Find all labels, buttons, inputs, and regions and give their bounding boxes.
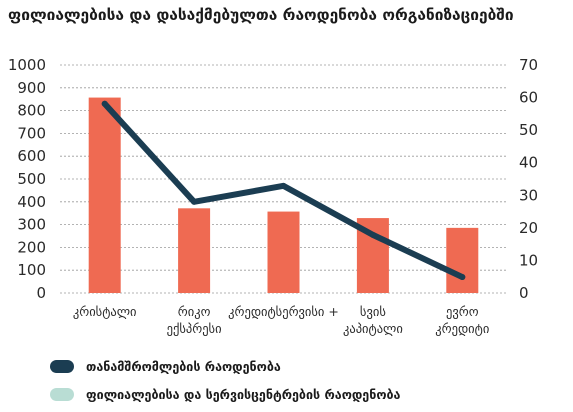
- line-point: [191, 198, 198, 205]
- line-point: [369, 231, 376, 238]
- chart-title: ფილიალებისა და დასაქმებულთა რაოდენობა ორ…: [8, 6, 514, 24]
- category-label: ევრო: [446, 304, 479, 319]
- right-axis-tick-label: 40: [519, 154, 538, 172]
- legend-item-employees: თანამშრომლების რაოდენობა: [50, 359, 281, 374]
- category-label: კაპიტალი: [343, 321, 403, 336]
- legend-swatch-employees: [50, 360, 74, 373]
- left-axis-tick-label: 700: [17, 124, 46, 142]
- left-axis-tick-label: 900: [17, 79, 46, 97]
- left-axis-tick-label: 500: [17, 170, 46, 188]
- bar: [446, 227, 479, 293]
- line-point: [101, 100, 108, 107]
- category-label: ექსპრესი: [167, 321, 222, 336]
- left-axis-tick-label: 200: [17, 238, 46, 256]
- chart-svg: 0 100 200 300 400 500 600 700 800 900 1000 0 10 20 30 4…: [8, 56, 538, 336]
- left-axis-tick-label: 100: [17, 261, 46, 279]
- left-axis-tick-label: 0: [36, 284, 46, 302]
- right-axis-tick-label: 30: [519, 186, 538, 204]
- category-label: კრედიტსერვისი +: [228, 304, 339, 319]
- bar: [88, 97, 121, 293]
- legend-swatch-branches: [50, 388, 74, 401]
- legend-label-branches: ფილიალებისა და სერვისცენტრების რაოდენობა: [86, 387, 401, 402]
- left-axis-tick-label: 1000: [8, 56, 46, 74]
- bar: [267, 211, 300, 293]
- legend-label-employees: თანამშრომლების რაოდენობა: [86, 359, 281, 374]
- bar: [178, 208, 211, 293]
- line-point: [280, 182, 287, 189]
- legend-item-branches: ფილიალებისა და სერვისცენტრების რაოდენობა: [50, 387, 400, 402]
- right-axis-tick-label: 20: [519, 219, 538, 237]
- left-axis-tick-label: 800: [17, 102, 46, 120]
- left-axis-tick-label: 400: [17, 193, 46, 211]
- right-axis-tick-label: 50: [519, 121, 538, 139]
- line-point: [459, 274, 466, 281]
- category-label: კრედიტი: [435, 321, 489, 336]
- right-axis-tick-label: 10: [519, 251, 538, 269]
- category-label: კრისტალი: [73, 304, 137, 319]
- left-axis-tick-label: 300: [17, 216, 46, 234]
- category-label: სვის: [360, 304, 386, 319]
- right-axis-tick-label: 60: [519, 89, 538, 107]
- right-axis-tick-label: 0: [519, 284, 529, 302]
- right-axis-tick-label: 70: [519, 56, 538, 74]
- category-label: რიკო: [178, 304, 211, 319]
- left-axis-tick-label: 600: [17, 147, 46, 165]
